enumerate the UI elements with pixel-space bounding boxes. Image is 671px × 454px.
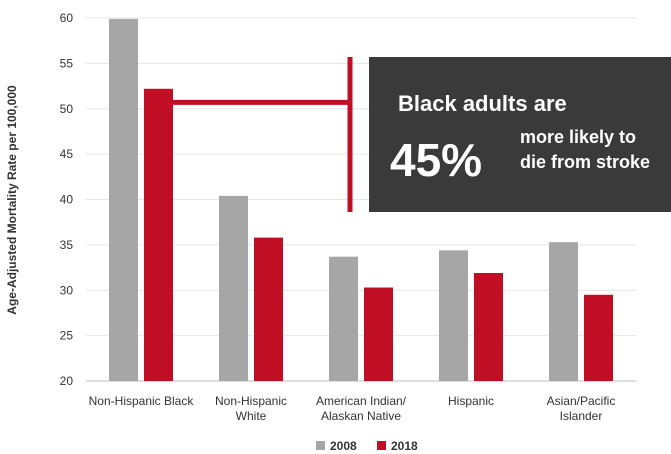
x-category-label: American Indian/ xyxy=(316,394,407,408)
legend-label-2018: 2018 xyxy=(391,439,418,453)
callout-background xyxy=(369,57,671,212)
legend-swatch-2008 xyxy=(316,441,325,450)
comparison-bracket xyxy=(173,57,353,212)
legend: 2008 2018 xyxy=(316,439,418,453)
x-category-label: White xyxy=(236,409,267,423)
x-category-label: Hispanic xyxy=(448,394,494,408)
bars xyxy=(109,18,613,381)
y-tick-label: 55 xyxy=(60,56,74,70)
y-tick-label: 50 xyxy=(60,102,74,116)
y-tick-label: 35 xyxy=(60,238,74,252)
y-tick-label: 30 xyxy=(60,283,74,297)
x-category-label: Alaskan Native xyxy=(321,409,401,423)
callout-headline: Black adults are xyxy=(398,91,567,116)
y-tick-label: 25 xyxy=(60,329,74,343)
y-tick-label: 20 xyxy=(60,374,74,388)
y-axis-label: Age-Adjusted Mortality Rate per 100,000 xyxy=(5,85,19,315)
y-tick-label: 60 xyxy=(60,11,74,25)
legend-swatch-2018 xyxy=(377,441,386,450)
callout-text-line2: more likely to xyxy=(520,127,636,147)
x-category-label: Asian/Pacific xyxy=(547,394,616,408)
bar-2018-2 xyxy=(364,287,393,381)
callout-percentage: 45% xyxy=(390,134,482,186)
x-category-label: Non-Hispanic Black xyxy=(89,394,195,408)
bar-2018-4 xyxy=(584,294,613,381)
bar-2008-4 xyxy=(549,242,578,381)
y-axis: 20 25 30 35 40 45 50 55 60 xyxy=(60,11,74,388)
callout-text-line3: die from stroke xyxy=(520,152,650,172)
x-category-label: Islander xyxy=(560,409,603,423)
bar-2008-2 xyxy=(329,256,358,381)
bar-2008-1 xyxy=(219,195,248,381)
y-tick-label: 45 xyxy=(60,147,74,161)
gridlines xyxy=(86,17,636,382)
y-tick-label: 40 xyxy=(60,193,74,207)
bar-2008-3 xyxy=(439,250,468,381)
bar-2018-0 xyxy=(144,88,173,381)
x-category-label: Non-Hispanic xyxy=(215,394,287,408)
callout-box: Black adults are 45% more likely to die … xyxy=(369,57,671,212)
bar-2008-0 xyxy=(109,18,138,381)
bar-2018-1 xyxy=(254,237,283,381)
legend-label-2008: 2008 xyxy=(330,439,357,453)
bar-2018-3 xyxy=(474,273,503,381)
